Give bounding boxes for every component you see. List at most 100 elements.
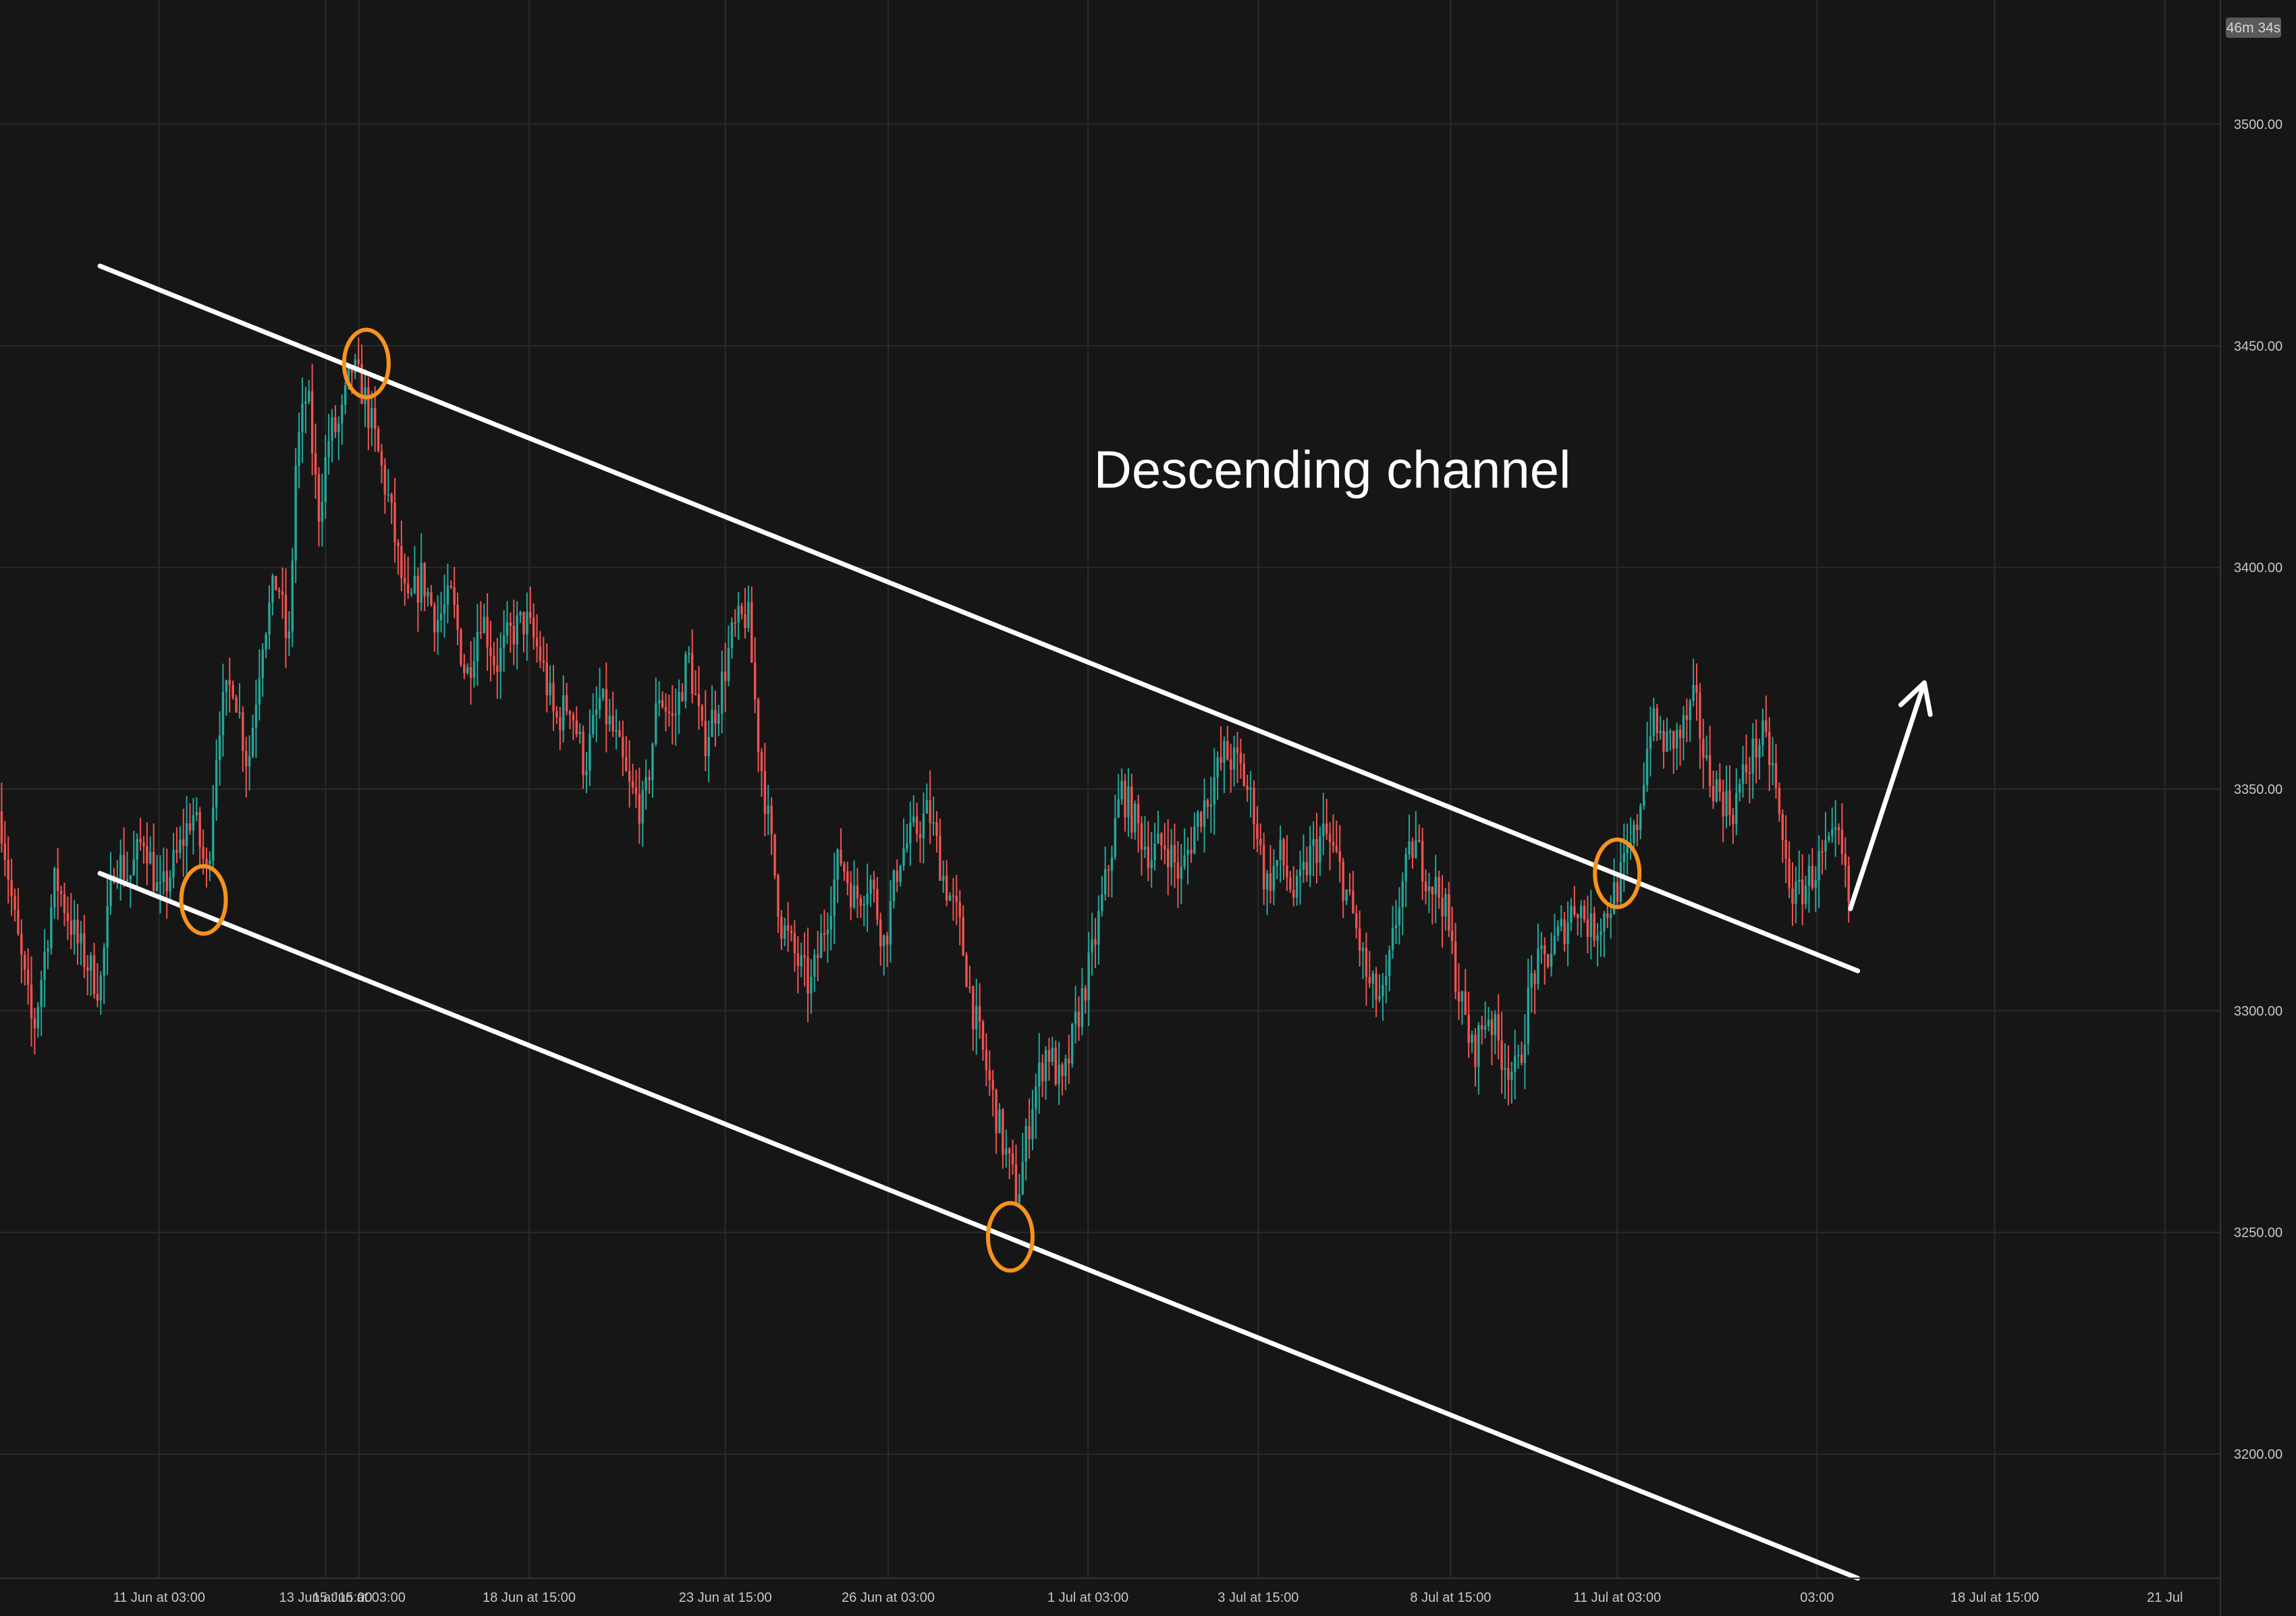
candle-body [1404,854,1407,882]
candle-body [945,876,948,900]
candle-body [1685,715,1689,720]
candle-body [410,593,413,595]
candle-body [314,453,317,475]
candle-body [978,1006,981,1022]
candle-body [1448,894,1450,931]
candle-body [1199,812,1203,827]
candle-body [30,984,33,1019]
candle-body [1143,846,1147,850]
candle-body [863,904,865,906]
candle-body [499,648,502,672]
candle-body [1068,1058,1070,1064]
candle-body [1837,827,1840,830]
candle-body [1441,897,1444,917]
candle-body [317,474,321,522]
x-tick-label: 11 Jun at 03:00 [113,1590,205,1605]
candle-body [1180,867,1182,879]
candle-body [1038,1062,1041,1087]
candle-body [522,612,525,635]
candle-body [1579,905,1583,918]
candle-body [1828,836,1830,840]
candle-body [846,871,849,884]
candle-body [535,637,539,647]
candle-body [1358,928,1361,951]
candle-body [1563,919,1566,944]
candle-body [1639,805,1642,830]
channel-lines [97,263,1861,1581]
candle-body [810,977,813,994]
candle-body [188,823,192,831]
candle-body [575,720,578,734]
candle-body [1223,741,1226,763]
candle-body [1633,824,1635,843]
candle-body [1795,882,1797,904]
x-tick-label: 11 Jul at 03:00 [1573,1590,1661,1605]
candle-body [446,585,449,605]
candle-body [922,813,925,838]
candle-body [1471,1034,1473,1043]
x-tick-label: 03:00 [1800,1590,1834,1605]
candle-body [555,711,558,718]
candle-body [310,391,314,454]
candle-body [56,868,59,891]
candle-body [568,711,572,715]
candle-body [1765,720,1768,732]
candle-body [1682,715,1685,738]
candle-body [10,880,13,896]
candle-body [1649,736,1652,749]
candle-body [1520,1054,1523,1063]
candle-body [1094,939,1097,945]
x-tick-label: 13 Jun at 15:00 [279,1590,373,1605]
candle-body [162,871,165,882]
candle-body [1798,880,1801,882]
candle-body [690,653,694,694]
candle-body [852,886,856,908]
candle-body [1490,1019,1494,1035]
candle-body [697,694,701,706]
y-tick-label: 3400.00 [2234,561,2283,576]
candle-body [1137,803,1140,824]
candle-body [1087,952,1090,1001]
candle-body [350,367,354,373]
candle-body [195,812,198,815]
candle-body [1124,780,1126,817]
candle-body [836,850,839,880]
candle-body [175,850,178,853]
candle-body [1064,1058,1067,1077]
candle-body [1028,1126,1031,1139]
candle-body [24,954,26,970]
candle-body [915,816,919,834]
candle-body [562,695,565,731]
candle-body [341,404,344,424]
candle-body [962,917,964,956]
candle-body [1276,860,1278,866]
candle-body [165,871,168,892]
candle-body [1325,823,1328,834]
candle-body [1500,1040,1503,1070]
candle-body [1368,977,1371,984]
candle-body [1722,792,1724,817]
candle-body [1114,817,1117,857]
candle-body [1791,888,1794,904]
candle-body [1715,779,1718,802]
candle-body [1203,800,1206,827]
candle-body [373,408,377,429]
candle-body [1091,939,1093,953]
candle-body [1035,1086,1037,1109]
candle-body [1176,862,1180,879]
candle-body [1352,890,1355,914]
candle-body [965,955,968,987]
y-tick-label: 3300.00 [2234,1004,2283,1019]
candle-body [529,612,532,618]
candle-body [813,954,816,977]
candle-body [578,731,581,734]
candle-body [1220,757,1222,763]
candle-body [334,417,337,433]
candle-body [1434,876,1437,894]
candle-body [1335,846,1338,852]
candle-body [1070,1024,1074,1064]
candle-body [902,849,905,866]
candle-body [1712,786,1715,802]
candle-body [1781,813,1784,840]
candle-body [1645,749,1649,786]
